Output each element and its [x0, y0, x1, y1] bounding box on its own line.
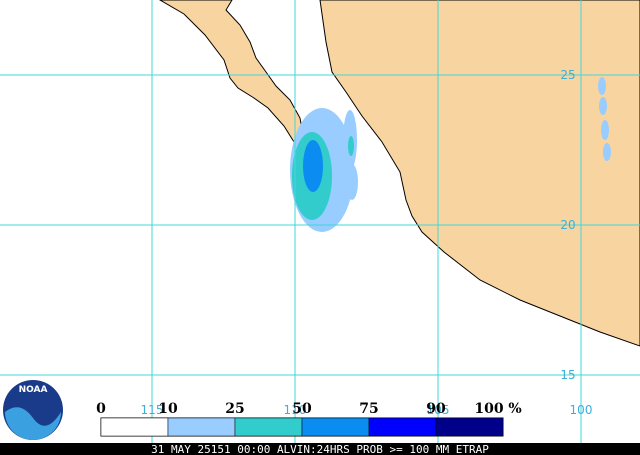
prob-area [346, 164, 358, 200]
legend-tick-label: 50 [292, 401, 312, 417]
legend-tick-label: 25 [225, 401, 244, 417]
prob-area [598, 77, 606, 95]
latitude-label: 25 [560, 68, 575, 82]
prob-area [603, 143, 611, 161]
legend-swatch [435, 417, 504, 437]
prob-area [601, 120, 609, 140]
mainland [319, 0, 640, 347]
probability-field [290, 77, 611, 232]
legend-swatch [234, 417, 303, 437]
legend-swatch [301, 417, 370, 437]
latitude-label: 20 [560, 218, 575, 232]
prob-area [348, 136, 354, 156]
longitude-label: 105 [427, 403, 450, 417]
legend-tick-label: 75 [359, 401, 378, 417]
legend-unit: % [508, 401, 521, 417]
legend-tick-label: 100 [474, 401, 503, 417]
footer-bar [0, 443, 640, 455]
longitude-label: 100 [570, 403, 593, 417]
logo-text: NOAA [19, 385, 48, 395]
noaa-logo: NOAA [3, 380, 63, 440]
baja-peninsula [159, 0, 305, 143]
legend-tick-label: 10 [158, 401, 178, 417]
legend-tick-label: 0 [96, 401, 106, 417]
prob-area [303, 140, 323, 192]
longitude-label: 110 [284, 403, 307, 417]
logo-wave [5, 407, 61, 440]
legend-tick-label: 90 [426, 401, 446, 417]
legend-swatch [167, 417, 236, 437]
longitude-label: 115 [141, 403, 164, 417]
latitude-label: 15 [560, 368, 575, 382]
legend: 0 10 25 50 75 90 100% [96, 401, 522, 437]
footer-text: 31 MAY 25151 00:00 ALVIN:24HRS PROB >= 1… [151, 443, 489, 455]
legend-swatch [100, 417, 169, 437]
land [159, 0, 640, 347]
legend-swatch [368, 417, 437, 437]
prob-area [599, 97, 607, 115]
